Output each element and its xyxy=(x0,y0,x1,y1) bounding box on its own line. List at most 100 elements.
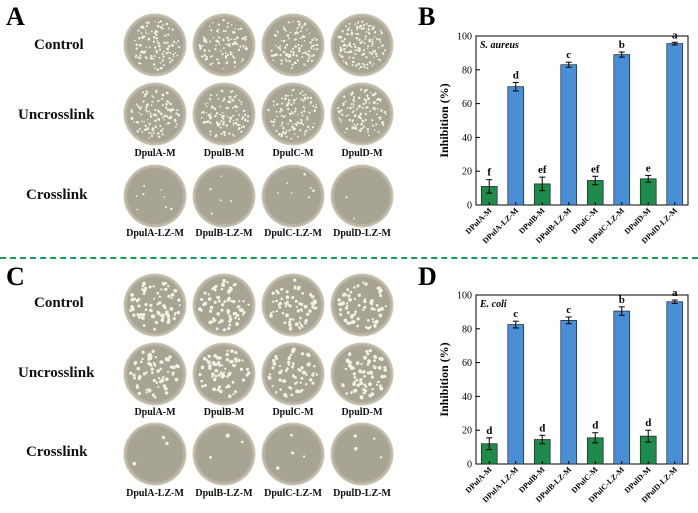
colony xyxy=(223,300,227,304)
colony xyxy=(309,186,312,190)
colony xyxy=(175,363,179,368)
colony xyxy=(280,133,284,136)
colony xyxy=(145,105,148,109)
colony xyxy=(138,62,141,65)
colony xyxy=(289,55,292,58)
colony xyxy=(232,30,235,34)
colony xyxy=(151,100,154,103)
colony xyxy=(239,27,243,30)
colony xyxy=(157,41,160,45)
colony xyxy=(233,357,238,362)
colony xyxy=(373,107,376,109)
colony xyxy=(287,94,290,97)
colony xyxy=(174,377,179,382)
colony xyxy=(280,62,283,65)
dish-label: DpulD-LZ-M xyxy=(333,228,391,239)
colony xyxy=(368,102,371,104)
colony xyxy=(233,135,236,137)
panel-letter-d: D xyxy=(418,262,437,291)
colony xyxy=(297,43,300,46)
colony xyxy=(136,313,140,317)
colony xyxy=(222,278,226,283)
colony xyxy=(367,25,370,28)
colony xyxy=(228,319,232,323)
petri-dish xyxy=(123,164,187,228)
colony xyxy=(291,20,294,23)
colony xyxy=(207,354,211,359)
colony xyxy=(344,306,349,310)
colony xyxy=(162,64,165,67)
colony xyxy=(357,47,360,50)
colony xyxy=(280,124,283,127)
colony xyxy=(362,24,366,27)
petri-dish xyxy=(261,82,325,146)
colony xyxy=(345,114,348,117)
petri-dish xyxy=(330,164,394,228)
colony xyxy=(200,111,203,114)
colony xyxy=(273,33,277,37)
colony xyxy=(309,128,312,131)
colony xyxy=(372,320,375,323)
colony xyxy=(288,112,292,116)
colony xyxy=(366,63,369,66)
colony xyxy=(342,40,345,43)
colony xyxy=(241,58,244,61)
colony xyxy=(283,321,287,325)
colony xyxy=(230,287,233,290)
colony xyxy=(285,105,288,107)
colony xyxy=(281,312,285,315)
colony xyxy=(342,292,347,297)
row-label-control: Control xyxy=(34,37,84,53)
colony xyxy=(146,91,149,94)
colony xyxy=(154,108,157,111)
colony xyxy=(232,133,235,136)
colony xyxy=(156,30,159,33)
colony xyxy=(202,121,205,124)
colony xyxy=(166,100,169,103)
colony xyxy=(295,381,299,384)
colony xyxy=(226,115,229,118)
colony xyxy=(275,310,278,313)
panel-letter-c: C xyxy=(6,262,25,291)
colony xyxy=(368,134,370,137)
colony xyxy=(308,362,311,365)
colony xyxy=(371,50,374,53)
colony xyxy=(302,123,305,126)
petri-dish xyxy=(261,273,325,337)
y-tick-label: 80 xyxy=(462,324,472,335)
colony xyxy=(153,63,155,65)
colony xyxy=(376,55,378,58)
colony xyxy=(301,114,304,117)
colony xyxy=(200,309,203,312)
colony xyxy=(205,112,208,114)
colony xyxy=(291,451,295,455)
colony xyxy=(315,373,319,376)
colony xyxy=(149,114,152,117)
colony xyxy=(371,45,373,47)
colony xyxy=(340,54,343,58)
colony xyxy=(350,103,353,106)
colony xyxy=(245,47,247,49)
bar xyxy=(613,310,631,465)
colony xyxy=(368,393,373,398)
colony xyxy=(367,131,369,133)
colony xyxy=(142,288,147,293)
colony xyxy=(216,389,219,392)
colony xyxy=(348,118,352,122)
colony xyxy=(377,107,379,110)
colony xyxy=(210,212,213,215)
colony xyxy=(199,47,202,51)
colony xyxy=(235,110,238,112)
colony xyxy=(363,298,367,301)
colony xyxy=(371,40,374,43)
colony xyxy=(151,95,154,97)
colony xyxy=(244,119,247,122)
y-tick-label: 40 xyxy=(462,392,472,403)
colony xyxy=(200,297,204,301)
colony xyxy=(142,100,145,103)
colony xyxy=(373,56,375,58)
colony xyxy=(221,303,225,307)
colony xyxy=(226,349,229,352)
colony xyxy=(144,302,148,307)
colony xyxy=(356,123,359,126)
